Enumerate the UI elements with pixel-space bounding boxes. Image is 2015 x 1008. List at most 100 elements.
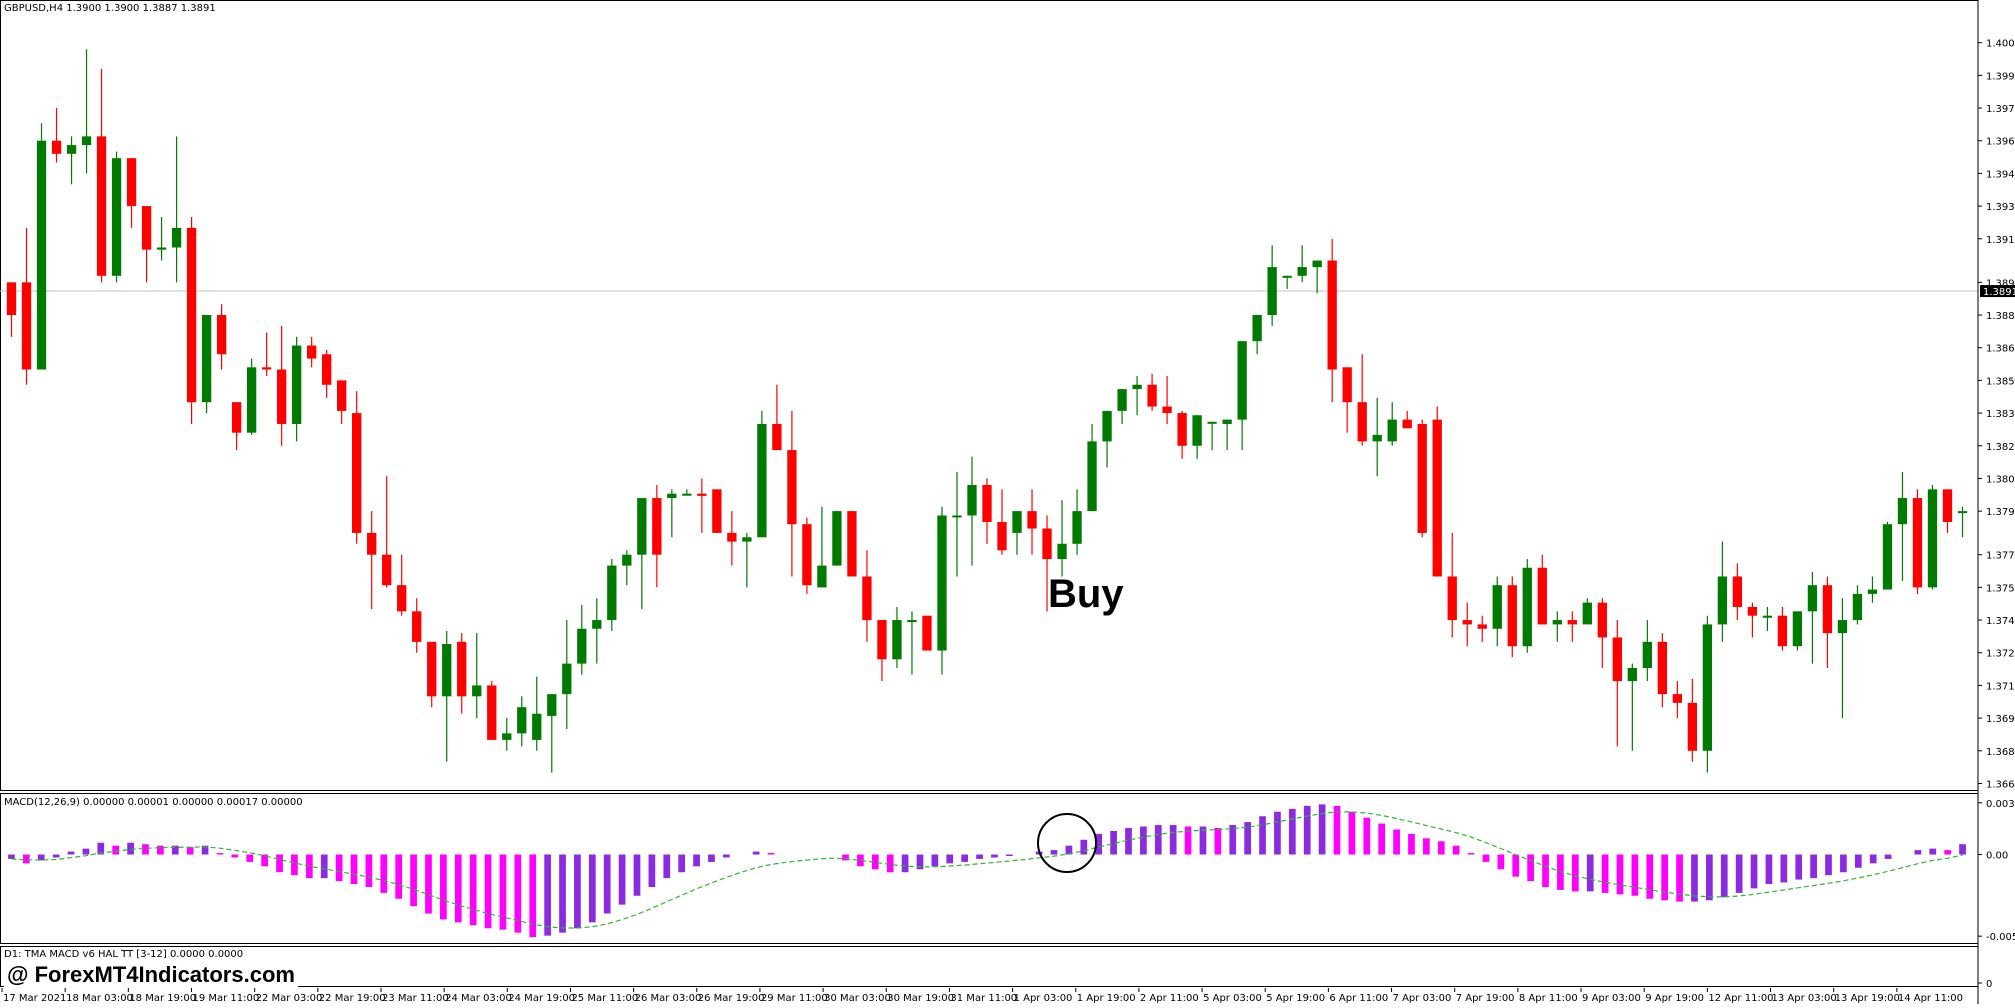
candle-body <box>967 484 977 516</box>
time-tick-label: 7 Apr 19:00 <box>1456 993 1515 1004</box>
candle-body <box>1792 611 1803 647</box>
candle-body <box>1762 615 1773 618</box>
current-price-label: 1.3891 <box>1983 287 2015 298</box>
candle-body <box>1507 585 1517 647</box>
candle-body <box>892 620 902 660</box>
candle-body <box>832 511 842 566</box>
time-tick-label: 18 Mar 03:00 <box>66 993 133 1004</box>
candle-body <box>1417 423 1427 533</box>
price-tick-label: 1.3725 <box>1986 649 2015 660</box>
time-tick-label: 1 Apr 19:00 <box>1077 993 1136 1004</box>
candle-body <box>1162 406 1172 414</box>
candle-body <box>1102 410 1112 442</box>
price-tick-label: 1.3740 <box>1986 616 2015 627</box>
candle-body <box>907 620 917 623</box>
candle-body <box>66 145 77 154</box>
time-tick-label: 25 Mar 11:00 <box>571 993 638 1004</box>
price-tick-label: 1.3915 <box>1986 235 2015 246</box>
price-tick-label: 1.3835 <box>1986 409 2015 420</box>
candle-body <box>742 537 752 542</box>
candle-body <box>1252 315 1262 342</box>
price-tick-label: 1.3975 <box>1986 104 2015 115</box>
candle-body <box>1807 585 1818 612</box>
candle-body <box>1657 641 1667 695</box>
candle-body <box>6 282 17 316</box>
price-tick-label: 1.3665 <box>1986 779 2015 790</box>
candle-body <box>291 345 302 424</box>
price-candles <box>6 49 1968 773</box>
tma-tick-label: 0 <box>1986 979 1992 990</box>
price-tick-label: 1.3710 <box>1986 681 2015 692</box>
time-tick-label: 2 Apr 11:00 <box>1140 993 1199 1004</box>
time-tick-label: 9 Apr 03:00 <box>1582 993 1641 1004</box>
time-tick-label: 26 Mar 19:00 <box>698 993 765 1004</box>
candle-body <box>1312 260 1322 268</box>
candle-body <box>1012 511 1022 533</box>
time-tick-label: 29 Mar 11:00 <box>761 993 828 1004</box>
candle-body <box>1837 620 1848 634</box>
time-tick-label: 6 Apr 11:00 <box>1329 993 1388 1004</box>
candle-body <box>682 493 692 496</box>
macd-signal-path <box>11 811 1963 929</box>
time-tick-label: 1 Apr 03:00 <box>1014 993 1073 1004</box>
time-tick-label: 17 Mar 2021 <box>3 993 66 1004</box>
buy-signal-circle <box>1037 813 1097 873</box>
candle-body <box>126 158 137 207</box>
candle-body <box>1297 267 1307 276</box>
candle-body <box>1447 576 1457 621</box>
time-tick-label: 13 Apr 19:00 <box>1835 993 1900 1004</box>
candle-body <box>1177 413 1187 446</box>
candle-body <box>96 136 107 276</box>
candle-body <box>111 158 122 276</box>
candle-body <box>276 369 287 424</box>
time-tick-label: 22 Mar 03:00 <box>256 993 323 1004</box>
candle-body <box>997 522 1007 551</box>
candle-body <box>1282 275 1292 278</box>
candle-body <box>1852 593 1863 621</box>
candle-body <box>487 685 497 740</box>
time-tick-label: 8 Apr 11:00 <box>1519 993 1578 1004</box>
candle-body <box>622 554 632 566</box>
price-tick-label: 1.3790 <box>1986 507 2015 518</box>
price-tick-label: 1.3865 <box>1986 344 2015 355</box>
candle-body <box>1642 641 1652 668</box>
candle-body <box>1042 528 1052 560</box>
candle-body <box>712 489 722 533</box>
candle-body <box>1147 384 1157 407</box>
candle-body <box>171 227 182 248</box>
candle-body <box>727 532 737 542</box>
candle-body <box>1432 419 1442 577</box>
candle-body <box>1192 415 1202 446</box>
tma-axis: 0 <box>1978 979 1992 990</box>
macd-tick-label: 0.00351 <box>1986 799 2015 810</box>
candle-body <box>1912 498 1923 588</box>
candle-body <box>652 498 662 555</box>
candle-body <box>1372 434 1382 442</box>
current-price-box <box>1980 285 2015 298</box>
candle-body <box>1612 637 1622 682</box>
candle-body <box>817 565 827 588</box>
candle-body <box>246 367 257 433</box>
candle-body <box>216 315 227 355</box>
candle-body <box>36 140 47 370</box>
price-tick-label: 1.3895 <box>1986 278 2015 289</box>
candle-body <box>1957 511 1968 514</box>
candle-body <box>1492 585 1502 629</box>
macd-tick-label: 0.00 <box>1986 851 2008 862</box>
candle-body <box>517 707 527 734</box>
price-tick-label: 1.3945 <box>1986 169 2015 180</box>
candle-body <box>982 484 992 523</box>
candle-body <box>322 354 332 385</box>
price-tick-label: 1.3960 <box>1986 137 2015 148</box>
candle-body <box>1207 421 1217 424</box>
time-tick-label: 22 Mar 19:00 <box>319 993 386 1004</box>
candle-body <box>1072 511 1082 544</box>
candle-body <box>21 282 32 370</box>
candle-body <box>862 576 872 621</box>
time-tick-label: 5 Apr 03:00 <box>1203 993 1262 1004</box>
candle-body <box>802 524 812 586</box>
buy-annotation: Buy <box>1048 572 1124 616</box>
candle-body <box>697 493 707 496</box>
